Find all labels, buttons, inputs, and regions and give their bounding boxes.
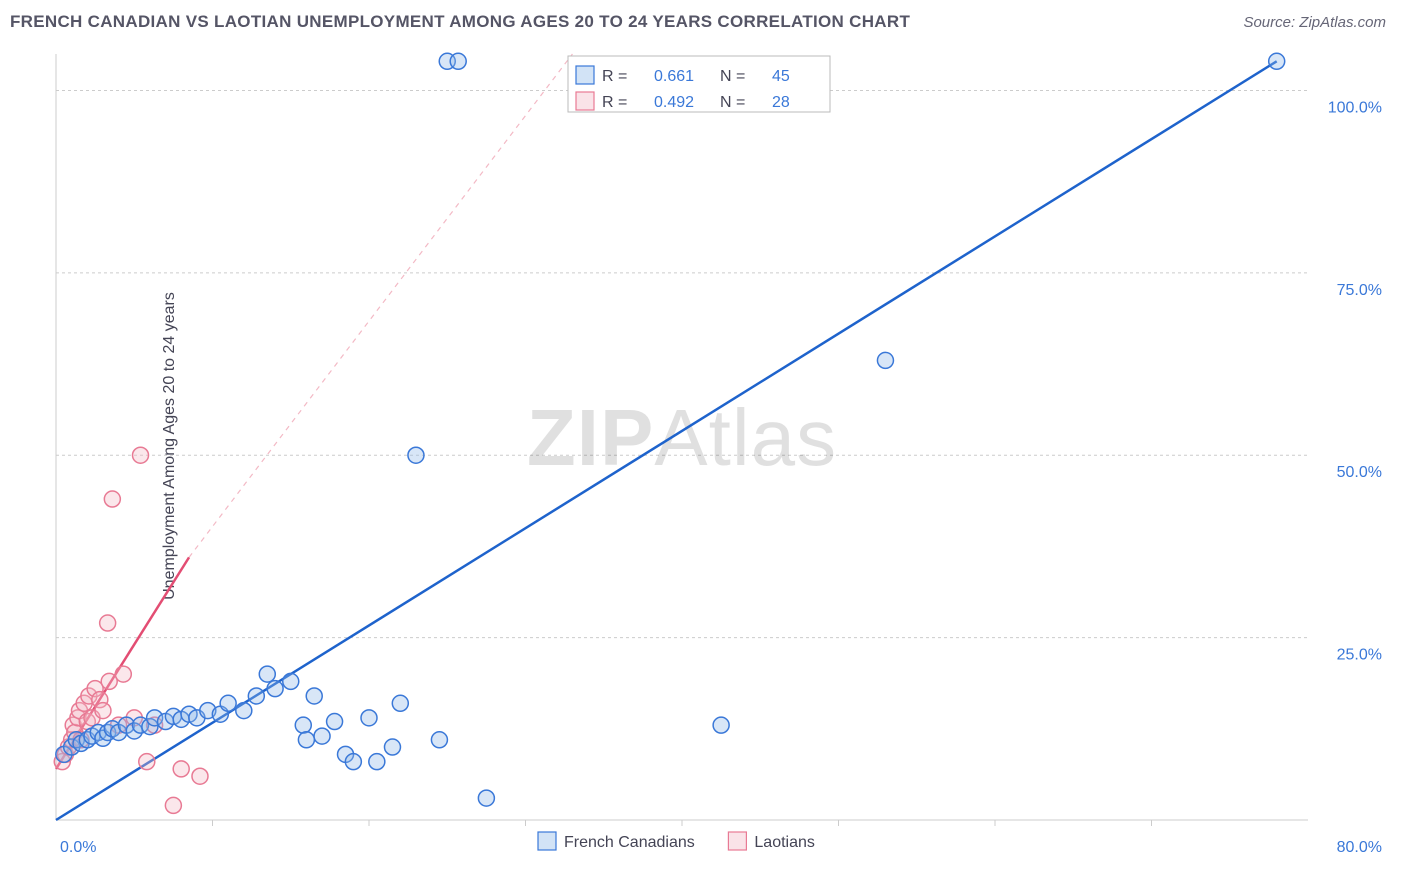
legend-r-label: R =: [602, 94, 627, 111]
legend-r-label: R =: [602, 68, 627, 85]
data-point: [192, 768, 208, 784]
data-point: [369, 754, 385, 770]
data-point: [478, 790, 494, 806]
legend-n-value: 45: [772, 68, 790, 85]
data-point: [165, 797, 181, 813]
data-point: [267, 681, 283, 697]
data-point: [173, 761, 189, 777]
data-point: [431, 732, 447, 748]
data-point: [295, 717, 311, 733]
legend-swatch: [576, 92, 594, 110]
data-point: [384, 739, 400, 755]
legend-n-label: N =: [720, 94, 745, 111]
data-point: [1269, 53, 1285, 69]
chart-source: Source: ZipAtlas.com: [1243, 14, 1386, 31]
data-point: [236, 703, 252, 719]
data-point: [100, 615, 116, 631]
data-point: [361, 710, 377, 726]
data-point: [259, 666, 275, 682]
series-legend-swatch: [538, 832, 556, 850]
series-legend-swatch: [728, 832, 746, 850]
y-tick-label: 75.0%: [1337, 282, 1382, 299]
data-point: [220, 695, 236, 711]
legend-n-value: 28: [772, 94, 790, 111]
trendline-laotians-dash: [189, 54, 572, 557]
data-point: [298, 732, 314, 748]
data-point: [877, 352, 893, 368]
data-point: [408, 447, 424, 463]
data-point: [115, 666, 131, 682]
x-tick-label: 0.0%: [60, 839, 96, 856]
data-point: [283, 673, 299, 689]
data-point: [314, 728, 330, 744]
data-point: [450, 53, 466, 69]
chart-area: 25.0% 50.0% 75.0% 100.0% 0.0% 80.0% ZIPAtlas R …: [48, 42, 1388, 862]
legend-r-value: 0.492: [654, 94, 694, 111]
y-tick-label: 50.0%: [1337, 464, 1382, 481]
watermark: ZIPAtlas: [527, 393, 837, 482]
series-legend-label: Laotians: [754, 834, 815, 851]
data-point: [248, 688, 264, 704]
data-point: [392, 695, 408, 711]
y-tick-label: 25.0%: [1337, 647, 1382, 664]
data-point: [95, 703, 111, 719]
chart-title: FRENCH CANADIAN VS LAOTIAN UNEMPLOYMENT …: [10, 12, 910, 32]
data-point: [104, 491, 120, 507]
series-legend-label: French Canadians: [564, 834, 695, 851]
data-point: [133, 447, 149, 463]
data-point: [306, 688, 322, 704]
data-point: [139, 754, 155, 770]
legend-swatch: [576, 66, 594, 84]
data-point: [327, 714, 343, 730]
data-point: [345, 754, 361, 770]
legend-n-label: N =: [720, 68, 745, 85]
data-point: [713, 717, 729, 733]
y-tick-label: 100.0%: [1328, 99, 1382, 116]
x-tick-label: 80.0%: [1337, 839, 1382, 856]
legend-r-value: 0.661: [654, 68, 694, 85]
